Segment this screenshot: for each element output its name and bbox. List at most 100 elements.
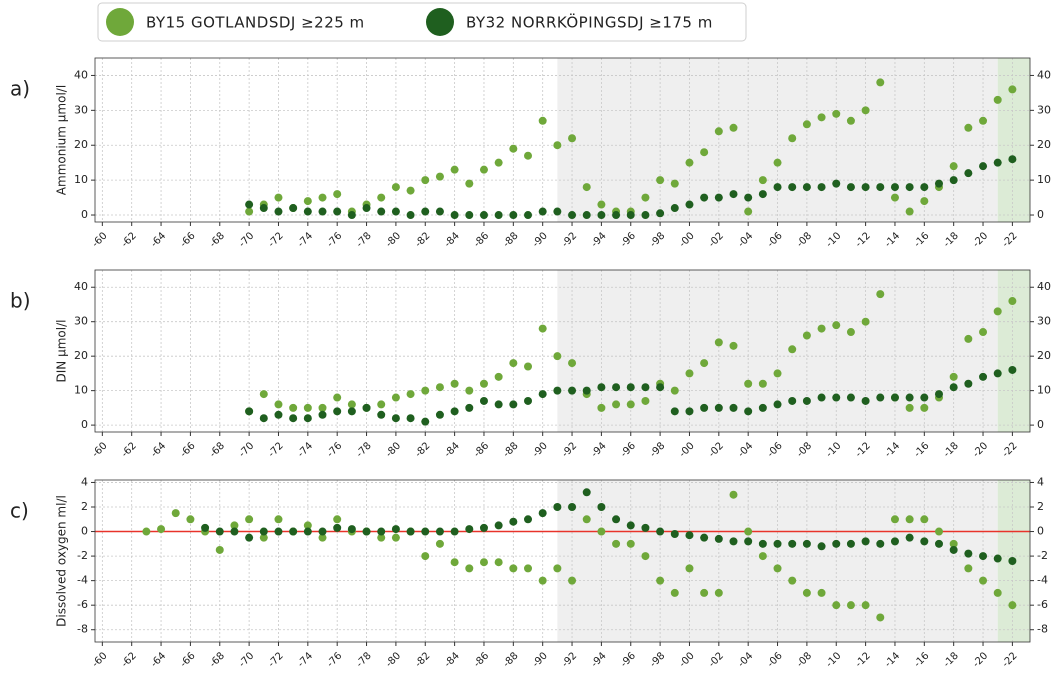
data-point xyxy=(979,328,988,337)
data-point xyxy=(817,183,826,192)
data-point xyxy=(465,403,474,412)
y-tick-label: 0 xyxy=(81,208,88,221)
data-point xyxy=(670,407,679,416)
data-point xyxy=(553,564,562,573)
data-point xyxy=(553,207,562,216)
data-point xyxy=(817,393,826,402)
y-tick-label-right: 10 xyxy=(1037,384,1051,397)
y-tick-label: 20 xyxy=(74,138,88,151)
data-point xyxy=(934,390,943,399)
data-point xyxy=(905,515,914,524)
data-point xyxy=(391,207,400,216)
x-tick-label: -64 xyxy=(149,440,168,459)
x-tick-label: -90 xyxy=(531,440,550,459)
data-point xyxy=(347,211,356,220)
data-point xyxy=(744,207,753,216)
x-tick-label: -60 xyxy=(90,650,109,669)
data-point xyxy=(612,515,621,524)
data-point xyxy=(1008,297,1017,306)
data-point xyxy=(274,207,283,216)
data-point xyxy=(729,490,738,499)
x-tick-label: -72 xyxy=(266,440,285,459)
data-point xyxy=(479,558,488,567)
x-tick-label: -10 xyxy=(824,230,843,249)
data-point xyxy=(876,393,885,402)
data-point xyxy=(832,109,841,118)
x-tick-label: -62 xyxy=(120,230,139,249)
data-point xyxy=(993,554,1002,563)
data-point xyxy=(318,533,327,542)
x-tick-label: -84 xyxy=(443,650,462,669)
data-point xyxy=(758,190,767,199)
data-point xyxy=(274,515,283,524)
x-tick-label: -80 xyxy=(384,230,403,249)
data-point xyxy=(435,539,444,548)
x-tick-label: -20 xyxy=(971,440,990,459)
y-tick-label-right: 30 xyxy=(1037,315,1051,328)
y-tick-label: -4 xyxy=(77,574,88,587)
data-point xyxy=(876,613,885,622)
y-tick-label-right: 10 xyxy=(1037,173,1051,186)
y-tick-label-right: 40 xyxy=(1037,68,1051,81)
data-point xyxy=(979,552,988,561)
legend-marker xyxy=(426,8,454,36)
x-tick-label: -68 xyxy=(208,440,227,459)
x-tick-label: -18 xyxy=(942,440,961,459)
data-point xyxy=(377,193,386,202)
data-point xyxy=(289,204,298,213)
x-tick-label: -72 xyxy=(266,230,285,249)
data-point xyxy=(670,530,679,538)
data-point xyxy=(245,407,254,416)
data-point xyxy=(465,179,474,188)
data-point xyxy=(1008,557,1017,565)
x-tick-label: -14 xyxy=(883,230,902,249)
x-tick-label: -22 xyxy=(1000,650,1019,669)
data-point xyxy=(729,403,738,412)
data-point xyxy=(612,211,621,220)
data-point xyxy=(993,307,1002,316)
data-point xyxy=(494,211,503,220)
data-point xyxy=(920,183,929,192)
x-tick-label: -96 xyxy=(619,440,638,459)
data-point xyxy=(964,564,973,573)
data-point xyxy=(949,383,958,392)
data-point xyxy=(406,211,415,220)
data-point xyxy=(568,359,577,368)
data-point xyxy=(435,410,444,419)
data-point xyxy=(861,183,870,192)
data-point xyxy=(744,379,753,388)
x-tick-label: -74 xyxy=(296,440,315,459)
data-point xyxy=(685,564,694,573)
x-tick-label: -62 xyxy=(120,650,139,669)
x-tick-label: -04 xyxy=(736,440,755,459)
data-point xyxy=(318,403,327,412)
data-point xyxy=(538,576,547,585)
x-tick-label: -84 xyxy=(443,230,462,249)
x-tick-label: -16 xyxy=(912,650,931,669)
data-point xyxy=(964,123,973,132)
data-point xyxy=(597,383,606,392)
data-point xyxy=(597,403,606,412)
data-point xyxy=(479,211,488,220)
x-tick-label: -96 xyxy=(619,230,638,249)
x-tick-label: -76 xyxy=(325,440,344,459)
data-point xyxy=(465,386,474,395)
data-point xyxy=(435,383,444,392)
data-point xyxy=(230,521,239,530)
data-point xyxy=(949,539,958,548)
data-point xyxy=(245,515,254,524)
data-point xyxy=(729,123,738,132)
x-tick-label: -82 xyxy=(413,440,432,459)
data-point xyxy=(406,414,415,423)
x-tick-label: -86 xyxy=(472,230,491,249)
y-tick-label-right: 0 xyxy=(1037,525,1044,538)
x-tick-label: -06 xyxy=(765,230,784,249)
x-tick-label: -80 xyxy=(384,440,403,459)
data-point xyxy=(714,403,723,412)
data-point xyxy=(905,533,914,542)
y-tick-label: 30 xyxy=(74,315,88,328)
data-point xyxy=(626,539,635,548)
data-point xyxy=(465,211,474,220)
data-point xyxy=(230,527,239,536)
data-point xyxy=(788,576,797,585)
